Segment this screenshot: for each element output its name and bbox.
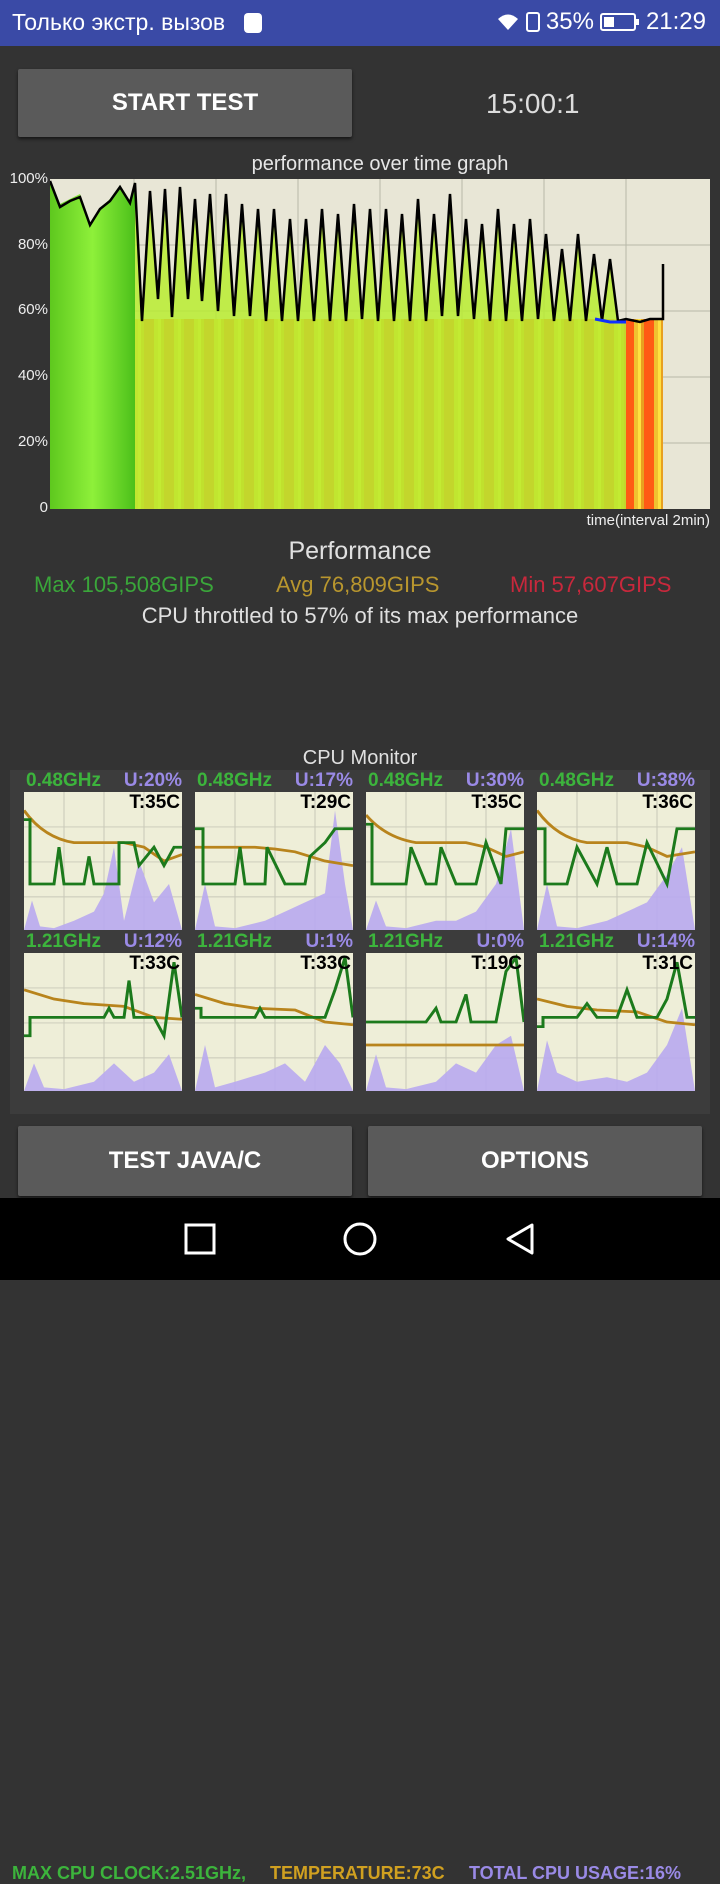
core-temperature: T:35C [471, 792, 522, 813]
test-java-c-button[interactable]: TEST JAVA/C [18, 1126, 352, 1196]
test-timer: 15:00:1 [486, 88, 580, 119]
cpu-core-tile: 1.21GHz U:12% T:33C [24, 931, 182, 1091]
core-frequency: 1.21GHz [368, 931, 443, 952]
cpu-core-tile: 0.48GHz U:17% T:29C [195, 770, 353, 930]
y-label-40: 40% [17, 367, 48, 384]
core-temperature: T:33C [129, 953, 180, 974]
start-test-button[interactable]: START TEST [18, 69, 352, 137]
navigation-bar [0, 1198, 720, 1280]
core-frequency: 0.48GHz [197, 770, 272, 791]
core-frequency: 0.48GHz [26, 770, 101, 791]
vpn-icon [244, 13, 262, 33]
core-temperature: T:33C [300, 953, 351, 974]
core-usage: U:12% [123, 931, 182, 952]
core-frequency: 1.21GHz [26, 931, 101, 952]
cpu-core-tile: 1.21GHz U:1% T:33C [195, 931, 353, 1091]
core-temperature: T:35C [129, 792, 180, 813]
cpu-monitor-title: CPU Monitor [302, 747, 418, 769]
core-usage: U:20% [123, 770, 182, 791]
carrier-text: Только экстр. вызов [12, 9, 226, 35]
core-usage: U:17% [294, 770, 353, 791]
max-stat: Max 105,508GIPS [34, 572, 214, 597]
y-label-0: 0 [39, 499, 48, 516]
core-temperature: T:19C [471, 953, 522, 974]
core-temperature: T:29C [300, 792, 351, 813]
core-frequency: 1.21GHz [197, 931, 272, 952]
core-usage: U:0% [476, 931, 524, 952]
cpu-core-tile: 1.21GHz U:14% T:31C [537, 931, 695, 1091]
min-stat: Min 57,607GIPS [510, 572, 672, 597]
core-graph [195, 792, 353, 930]
y-label-60: 60% [17, 301, 48, 318]
graph-x-label: time(interval 2min) [586, 512, 710, 529]
core-graph [537, 953, 695, 1091]
options-button[interactable]: OPTIONS [368, 1126, 702, 1196]
cpu-monitor: 0.48GHz U:20% T:35C 0.48GHz U:17% T:29C 0.48GH… [10, 770, 710, 1883]
performance-title: Performance [288, 537, 432, 565]
temperature: TEMPERATURE:73C [270, 1863, 445, 1883]
battery-percent: 35% [545, 8, 594, 35]
performance-graph [50, 179, 710, 509]
y-label-20: 20% [17, 433, 48, 450]
avg-stat: Avg 76,809GIPS [276, 572, 440, 597]
throttle-text: CPU throttled to 57% of its max performa… [141, 603, 579, 628]
sim-icon [525, 12, 540, 32]
core-graph [24, 953, 182, 1091]
core-graph [537, 792, 695, 930]
wifi-icon [497, 14, 518, 30]
cpu-core-tile: 0.48GHz U:38% T:36C [537, 770, 695, 930]
y-label-80: 80% [17, 236, 48, 253]
core-temperature: T:31C [642, 953, 693, 974]
nav-back-icon[interactable] [504, 1222, 536, 1256]
battery-icon [599, 13, 639, 31]
core-usage: U:1% [305, 931, 353, 952]
core-graph [24, 792, 182, 930]
max-cpu-clock: MAX CPU CLOCK:2.51GHz, [12, 1863, 247, 1883]
y-label-100: 100% [9, 170, 48, 187]
total-cpu-usage: TOTAL CPU USAGE:16% [469, 1863, 682, 1883]
graph-title: performance over time graph [251, 153, 509, 175]
nav-home-icon[interactable] [342, 1221, 378, 1257]
core-frequency: 0.48GHz [539, 770, 614, 791]
core-frequency: 1.21GHz [539, 931, 614, 952]
core-usage: U:38% [636, 770, 695, 791]
core-graph [366, 953, 524, 1091]
core-temperature: T:36C [642, 792, 693, 813]
core-graph [195, 953, 353, 1091]
nav-recents-icon[interactable] [184, 1223, 216, 1255]
clock: 21:29 [645, 8, 706, 35]
cpu-core-tile: 1.21GHz U:0% T:19C [366, 931, 524, 1091]
core-usage: U:14% [636, 931, 695, 952]
core-graph [366, 792, 524, 930]
core-usage: U:30% [465, 770, 524, 791]
status-bar: Только экстр. вызов 35% 21:29 [0, 0, 720, 46]
core-frequency: 0.48GHz [368, 770, 443, 791]
cpu-core-tile: 0.48GHz U:20% T:35C [24, 770, 182, 930]
cpu-core-tile: 0.48GHz U:30% T:35C [366, 770, 524, 930]
